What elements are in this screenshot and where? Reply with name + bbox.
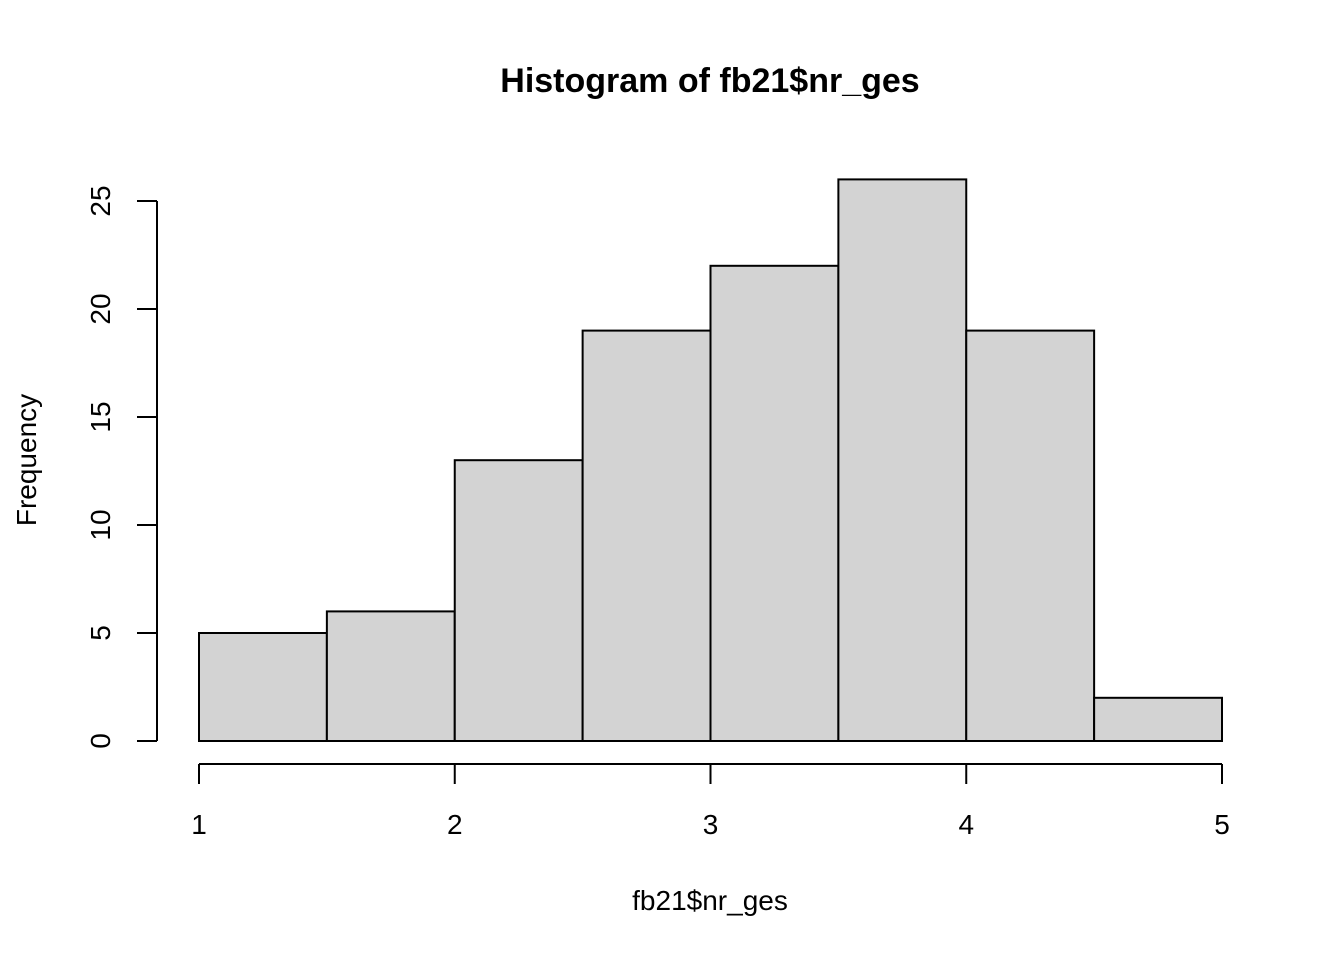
x-axis: 1 2 3 4 5 — [191, 763, 1230, 840]
bars-group — [198, 178, 1223, 743]
y-axis-label: Frequency — [11, 394, 42, 526]
y-tick-label: 0 — [85, 733, 116, 749]
histogram-bar-7 — [965, 329, 1096, 742]
histogram-bar-5 — [709, 264, 840, 742]
x-tick-label: 4 — [958, 809, 974, 840]
y-tick-label: 5 — [85, 625, 116, 641]
x-tick-label: 2 — [447, 809, 463, 840]
y-tick-label: 25 — [85, 185, 116, 216]
x-tick-label: 3 — [703, 809, 719, 840]
histogram-bar-6 — [837, 178, 968, 742]
histogram-bar-4 — [581, 329, 712, 742]
histogram-bar-1 — [198, 632, 328, 742]
y-tick-label: 15 — [85, 401, 116, 432]
histogram-bar-8 — [1093, 696, 1223, 742]
x-axis-label: fb21$nr_ges — [632, 885, 788, 916]
y-tick-label: 20 — [85, 293, 116, 324]
x-tick-label: 1 — [191, 809, 207, 840]
chart-title: Histogram of fb21$nr_ges — [500, 62, 919, 100]
x-tick-label: 5 — [1214, 809, 1230, 840]
y-tick-label: 10 — [85, 509, 116, 540]
y-axis: 0 5 10 15 20 25 — [85, 185, 158, 749]
histogram-bar-2 — [325, 610, 456, 743]
histogram-bar-3 — [453, 459, 584, 742]
